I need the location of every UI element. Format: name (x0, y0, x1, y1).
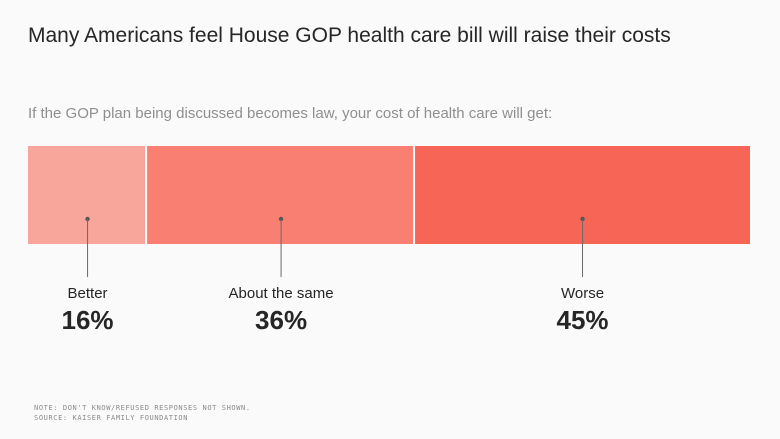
bar-segment-about-the-same (147, 146, 414, 244)
category-label: Worse (561, 285, 604, 302)
value-label: 45% (557, 305, 609, 335)
source-text: SOURCE: KAISER FAMILY FOUNDATION (34, 414, 189, 422)
chart-subtitle: If the GOP plan being discussed becomes … (28, 105, 553, 122)
bar-segment-better (28, 146, 146, 244)
category-label: About the same (229, 285, 334, 302)
note-text: NOTE: DON'T KNOW/REFUSED RESPONSES NOT S… (34, 404, 251, 412)
value-label: 16% (62, 305, 114, 335)
value-label: 36% (255, 305, 307, 335)
category-label: Better (68, 285, 108, 302)
chart-title: Many Americans feel House GOP health car… (28, 24, 671, 47)
